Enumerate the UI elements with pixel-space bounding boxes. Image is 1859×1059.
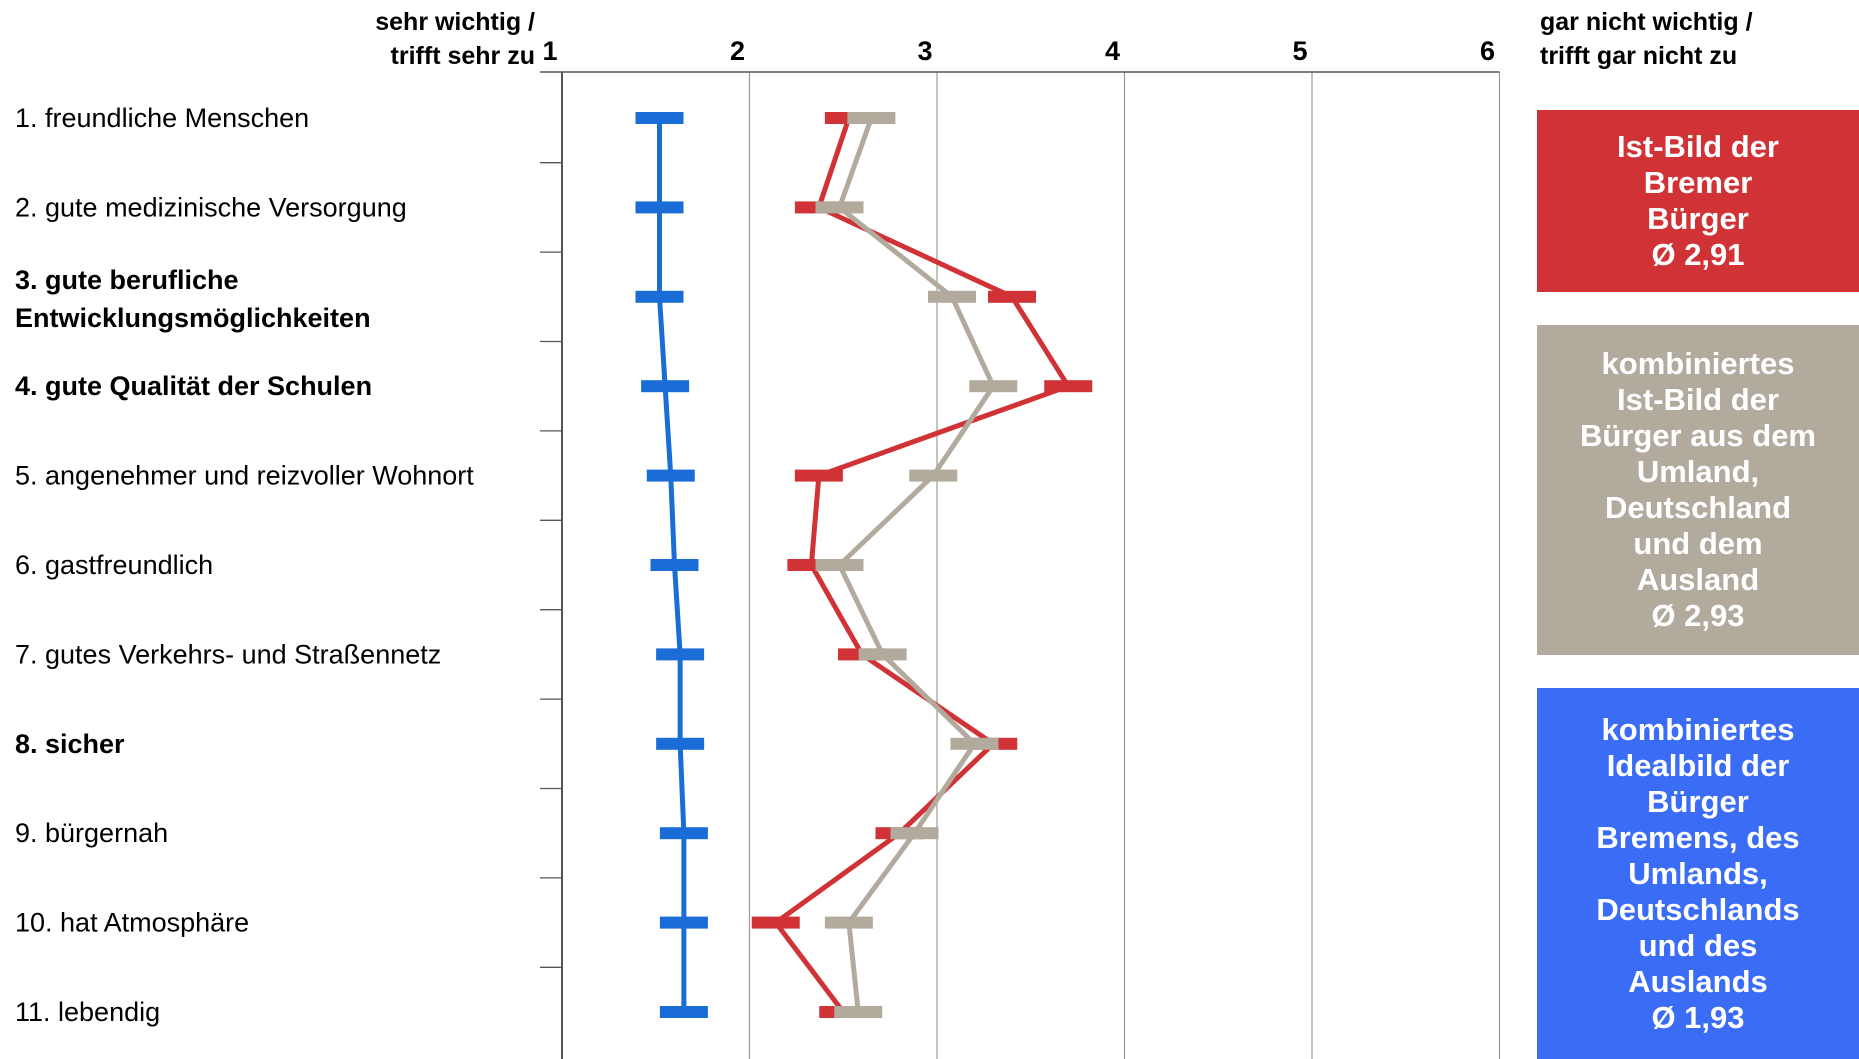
category-label-5: 5. angenehmer und reizvoller Wohnort bbox=[15, 461, 474, 491]
data-point-ist_bremen bbox=[988, 290, 1036, 303]
category-label-7: 7. gutes Verkehrs- und Straßennetz bbox=[15, 639, 441, 669]
category-label-3: 3. gute berufliche Entwicklungsmöglichkei… bbox=[15, 265, 371, 333]
data-point-ist_combined bbox=[909, 469, 958, 482]
legend-ist-bremen-text: Ist-Bild der Bremer Bürger Ø 2,91 bbox=[1617, 129, 1779, 272]
category-labels: sehr wichtig / trifft sehr zu gar nicht wi… bbox=[15, 8, 1753, 1027]
data-point-ist_combined bbox=[847, 112, 896, 124]
series-lines bbox=[635, 112, 1093, 1018]
tick-label-5: 5 bbox=[1292, 36, 1307, 66]
data-point-ideal_combined bbox=[635, 201, 684, 214]
tick-label-2: 2 bbox=[730, 36, 745, 66]
data-point-ideal_combined bbox=[635, 112, 684, 124]
category-label-10: 10. hat Atmosphäre bbox=[15, 908, 249, 938]
data-point-ist_bremen bbox=[1044, 380, 1093, 393]
data-point-ideal_combined bbox=[659, 827, 708, 840]
grid-lines bbox=[561, 72, 1501, 1059]
category-label-4: 4. gute Qualität der Schulen bbox=[15, 371, 372, 401]
data-point-ist_combined bbox=[928, 290, 976, 303]
category-label-11: 11. lebendig bbox=[15, 997, 160, 1027]
x-axis-left-label: sehr wichtig / trifft sehr zu bbox=[375, 8, 535, 70]
data-point-ideal_combined bbox=[656, 648, 705, 661]
data-point-ist_bremen bbox=[751, 916, 800, 929]
tick-label-6: 6 bbox=[1480, 36, 1495, 66]
data-point-ist_combined bbox=[834, 1006, 883, 1018]
data-point-ideal_combined bbox=[656, 737, 705, 750]
x-axis: 1 2 3 4 5 6 bbox=[540, 36, 1500, 968]
tick-label-3: 3 bbox=[917, 36, 932, 66]
data-point-ist_combined bbox=[950, 737, 999, 750]
category-label-9: 9. bürgernah bbox=[15, 818, 168, 848]
tick-label-4: 4 bbox=[1105, 36, 1120, 66]
data-point-ist_combined bbox=[969, 380, 1018, 393]
category-label-1: 1. freundliche Menschen bbox=[15, 103, 309, 133]
data-point-ideal_combined bbox=[646, 469, 695, 482]
data-point-ideal_combined bbox=[659, 1006, 708, 1018]
category-label-2: 2. gute medizinische Versorgung bbox=[15, 192, 407, 222]
data-point-ideal_combined bbox=[635, 290, 684, 303]
category-label-8: 8. sicher bbox=[15, 729, 125, 759]
x-axis-right-label: gar nicht wichtig / trifft gar nicht zu bbox=[1540, 8, 1753, 70]
legend-ist-combined-text: kombiniertes Ist-Bild der Bürger aus dem… bbox=[1579, 346, 1816, 633]
category-label-6: 6. gastfreundlich bbox=[15, 550, 213, 580]
data-point-ist_combined bbox=[815, 201, 864, 214]
data-point-ist_combined bbox=[890, 827, 939, 840]
data-point-ideal_combined bbox=[659, 916, 708, 929]
legend-ideal-combined-text: kombiniertes Idealbild der Bürger Bremen… bbox=[1596, 711, 1800, 1035]
data-point-ist_combined bbox=[815, 559, 864, 571]
data-point-ist_combined bbox=[858, 648, 907, 661]
tick-label-1: 1 bbox=[542, 36, 557, 66]
legend-ist-combined: kombiniertes Ist-Bild der Bürger aus dem… bbox=[1537, 325, 1859, 655]
legend-ist-bremen: Ist-Bild der Bremer Bürger Ø 2,91 bbox=[1537, 110, 1859, 292]
data-point-ist_combined bbox=[824, 916, 873, 929]
data-point-ideal_combined bbox=[641, 380, 690, 393]
data-point-ideal_combined bbox=[650, 559, 699, 571]
legend-ideal-combined: kombiniertes Idealbild der Bürger Bremen… bbox=[1537, 688, 1859, 1059]
data-point-ist_bremen bbox=[794, 469, 843, 482]
